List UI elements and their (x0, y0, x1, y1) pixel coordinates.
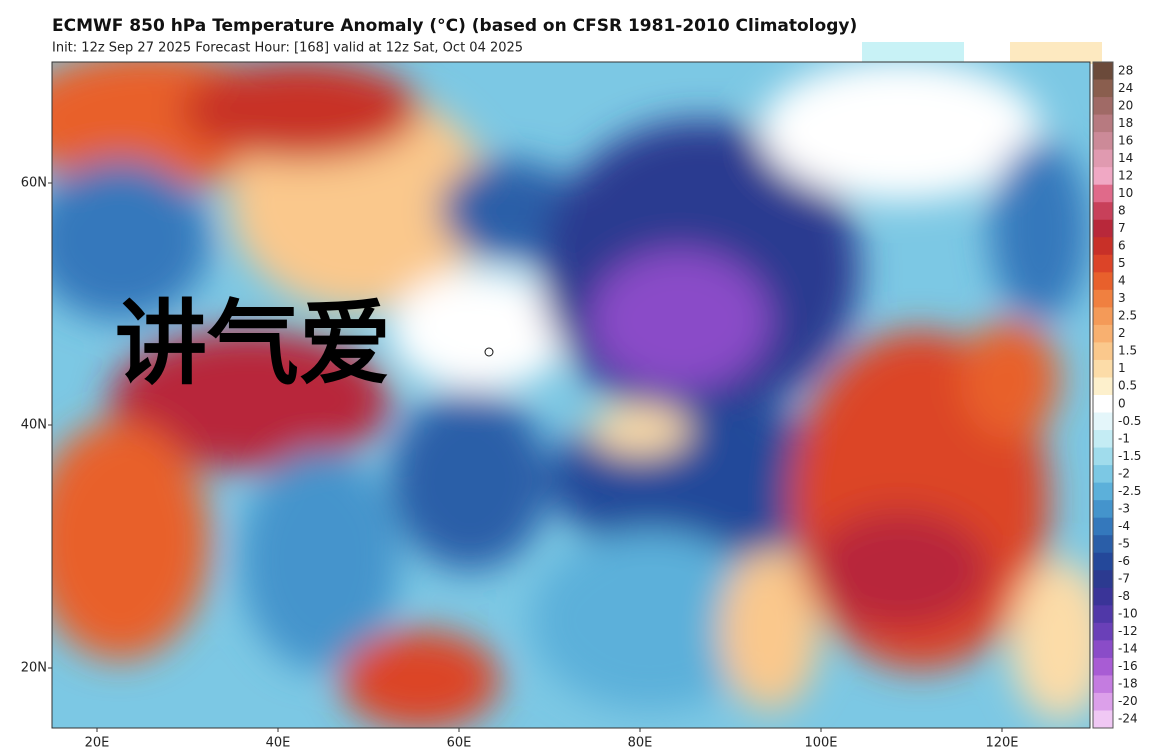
colorbar-swatch (1093, 517, 1113, 536)
colorbar-swatch (1093, 62, 1113, 81)
colorbar-label: 12 (1118, 168, 1133, 182)
colorbar-label: 4 (1118, 274, 1126, 288)
map-frame (51, 61, 1091, 729)
colorbar-label: -3 (1118, 501, 1130, 515)
colorbar-swatch (1093, 675, 1113, 694)
colorbar-label: -1.5 (1118, 449, 1141, 463)
colorbar-frame (1092, 61, 1114, 729)
colorbar-label: 2.5 (1118, 309, 1137, 323)
colorbar-swatch (1093, 500, 1113, 519)
colorbar-swatch (1093, 430, 1113, 449)
colorbar-swatch (1093, 79, 1113, 98)
colorbar-swatch (1093, 219, 1113, 238)
colorbar-label: 10 (1118, 186, 1133, 200)
colorbar-swatch (1093, 412, 1113, 431)
colorbar-swatch (1093, 710, 1113, 729)
colorbar-label: -10 (1118, 607, 1138, 621)
colorbar-swatch (1093, 395, 1113, 414)
colorbar-swatch (1093, 622, 1113, 641)
colorbar-label: -0.5 (1118, 414, 1141, 428)
watermark: 讲气爱 (115, 290, 391, 397)
colorbar-swatch (1093, 149, 1113, 168)
lon-label: 20E (85, 736, 110, 751)
colorbar-label: -12 (1118, 624, 1138, 638)
colorbar-label: 20 (1118, 98, 1133, 112)
colorbar-swatch (1093, 97, 1113, 116)
lon-label: 60E (447, 736, 472, 751)
colorbar-label: -18 (1118, 677, 1138, 691)
colorbar-swatch (1093, 552, 1113, 571)
colorbar-label: -2.5 (1118, 484, 1141, 498)
colorbar-swatch (1093, 657, 1113, 676)
anomaly-field (52, 62, 1090, 728)
colorbar-label: 1.5 (1118, 344, 1137, 358)
colorbar-label: 24 (1118, 81, 1133, 95)
colorbar-label: -1 (1118, 431, 1130, 445)
patch (1010, 42, 1102, 64)
colorbar-swatch (1093, 272, 1113, 291)
lon-label: 120E (985, 736, 1018, 751)
colorbar-swatch (1093, 482, 1113, 501)
colorbar-label: -5 (1118, 536, 1130, 550)
lat-label: 20N (21, 661, 47, 676)
colorbar-label: -24 (1118, 712, 1138, 726)
colorbar-swatch (1093, 342, 1113, 361)
colorbar-label: 8 (1118, 203, 1126, 217)
colorbar-label: 5 (1118, 256, 1126, 270)
colorbar-label: 7 (1118, 221, 1126, 235)
lon-label: 80E (628, 736, 653, 751)
title: ECMWF 850 hPa Temperature Anomaly (°C) (… (52, 16, 857, 36)
colorbar-swatch (1093, 692, 1113, 711)
colorbar-swatch (1093, 605, 1113, 624)
colorbar-swatch (1093, 324, 1113, 343)
colorbar-swatch (1093, 167, 1113, 186)
colorbar-label: 28 (1118, 63, 1133, 77)
colorbar-label: -2 (1118, 466, 1130, 480)
subtitle: Init: 12z Sep 27 2025 Forecast Hour: [16… (52, 41, 523, 56)
marker (484, 347, 494, 357)
colorbar-label: 2 (1118, 326, 1126, 340)
colorbar-label: 14 (1118, 151, 1133, 165)
lon-label: 40E (266, 736, 291, 751)
colorbar-label: -8 (1118, 589, 1130, 603)
colorbar-label: 1 (1118, 361, 1126, 375)
patch (862, 42, 964, 64)
colorbar-swatch (1093, 307, 1113, 326)
colorbar-swatch (1093, 570, 1113, 589)
colorbar-swatch (1093, 640, 1113, 659)
lat-label: 60N (21, 176, 47, 191)
lat-label: 40N (21, 418, 47, 433)
colorbar-label: 16 (1118, 133, 1133, 147)
colorbar-swatch (1093, 254, 1113, 273)
colorbar-swatch (1093, 535, 1113, 554)
colorbar-label: 0.5 (1118, 379, 1137, 393)
colorbar-label: -20 (1118, 694, 1138, 708)
lon-label: 100E (804, 736, 837, 751)
colorbar-swatch (1093, 587, 1113, 606)
colorbar-label: 0 (1118, 396, 1126, 410)
colorbar-label: -6 (1118, 554, 1130, 568)
colorbar-swatch (1093, 184, 1113, 203)
colorbar-label: 6 (1118, 239, 1126, 253)
colorbar-label: -14 (1118, 642, 1138, 656)
colorbar-swatch (1093, 377, 1113, 396)
colorbar-label: -16 (1118, 659, 1138, 673)
colorbar-label: -4 (1118, 519, 1130, 533)
colorbar-swatch (1093, 447, 1113, 466)
colorbar-swatch (1093, 359, 1113, 378)
colorbar-label: -7 (1118, 572, 1130, 586)
colorbar-swatch (1093, 465, 1113, 484)
colorbar-label: 3 (1118, 291, 1126, 305)
colorbar-swatch (1093, 132, 1113, 151)
colorbar-swatch (1093, 114, 1113, 133)
colorbar-swatch (1093, 289, 1113, 308)
colorbar-swatch (1093, 202, 1113, 221)
colorbar-label: 18 (1118, 116, 1133, 130)
colorbar-swatch (1093, 237, 1113, 256)
